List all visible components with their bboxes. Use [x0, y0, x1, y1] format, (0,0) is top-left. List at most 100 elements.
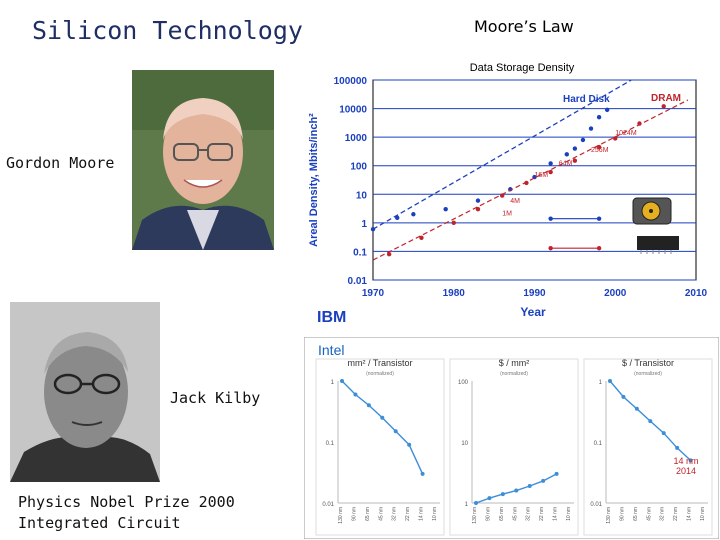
panel-point: [648, 419, 653, 424]
panel-x-tick: 90 nm: [485, 507, 491, 521]
panel-frame: [449, 358, 579, 536]
y-tick-label: 0.1: [353, 247, 367, 258]
panel-x-tick: 14 nm: [553, 507, 559, 521]
hard-disk-point: [548, 161, 553, 166]
panel-x-tick: 45 nm: [646, 507, 652, 521]
gordon-moore-label: Gordon Moore: [6, 154, 115, 172]
panel-y-tick: 0.01: [322, 502, 334, 508]
y-tick-label: 100000: [334, 76, 368, 87]
panel-y-tick: 0.01: [590, 502, 602, 508]
panel-y-tick: 1: [599, 380, 603, 386]
panel-x-tick: 65 nm: [499, 507, 505, 521]
panel-x-tick: 65 nm: [365, 507, 371, 521]
panel-point: [541, 478, 546, 483]
density-annotation: 16M: [535, 172, 549, 179]
panel-note: (normalized): [366, 371, 394, 377]
hard-disk-trend-line: [372, 79, 632, 230]
panel-point: [500, 492, 505, 497]
intel-cost-chart: Intel mm² / Transistor (normalized) 1 0.1 0.…: [304, 337, 719, 539]
panel-point: [487, 496, 492, 501]
y-axis-label: Areal Density, Mbits/inch²: [308, 113, 320, 247]
hard-disk-point: [564, 152, 569, 157]
x-tick-label: 2010: [685, 288, 708, 299]
panel-x-tick: 90 nm: [619, 507, 625, 521]
panel-x-tick: 22 nm: [673, 507, 679, 521]
ibm-logo: IBM: [317, 309, 346, 326]
hard-disk-drive-icon: [632, 197, 672, 225]
panel-point: [340, 379, 344, 383]
panel-point: [661, 431, 666, 436]
hard-disk-point: [580, 137, 586, 143]
jack-kilby-photo: [10, 302, 160, 482]
hard-disk-point: [443, 207, 448, 212]
panel-point: [353, 392, 358, 397]
panel-point: [554, 471, 559, 476]
density-annotation: 64M: [559, 161, 573, 168]
panel-note: (normalized): [634, 371, 662, 377]
dram-point: [613, 136, 618, 141]
dram-point: [572, 158, 578, 163]
hard-disk-point: [572, 146, 578, 151]
hard-disk-point: [395, 215, 400, 221]
panel-y-tick: 0.1: [326, 441, 335, 447]
y-tick-labels: 100000 10000 1000 100 10 1 0.1 0.01: [334, 76, 368, 287]
panel-x-tick: 65 nm: [633, 507, 639, 521]
x-tick-label: 1990: [523, 288, 546, 299]
14nm-label: 14 nm: [673, 456, 698, 466]
x-tick-label: 2000: [604, 288, 627, 299]
hard-disk-point: [596, 114, 602, 120]
panel-y-tick: 10: [461, 441, 468, 447]
dram-point: [548, 169, 553, 175]
flat-line-point: [548, 245, 553, 251]
flat-line-point: [548, 216, 553, 221]
panel-title: $ / mm²: [499, 358, 530, 368]
panel-point: [688, 458, 693, 463]
panel-x-tick: 32 nm: [392, 507, 398, 521]
flat-line-point: [596, 245, 602, 251]
panel-note: (normalized): [500, 371, 528, 377]
moores-law-heading: Moore’s Law: [474, 17, 574, 36]
jack-kilby-label: Jack Kilby: [170, 389, 261, 407]
series-group: [370, 79, 689, 261]
dram-point: [419, 235, 424, 240]
panel-y-tick: 1: [331, 380, 335, 386]
slide-title: Silicon Technology: [32, 16, 303, 45]
integrated-circuit-line: Integrated Circuit: [18, 514, 181, 532]
storage-density-chart: Data Storage Density 1000001000010001001…: [303, 50, 718, 330]
panel-point: [380, 415, 385, 420]
hard-disk-point: [370, 226, 376, 232]
panel-y-tick: 100: [458, 380, 469, 386]
panel-point: [675, 445, 680, 450]
y-tick-label: 100: [350, 162, 367, 173]
panel-point: [474, 501, 478, 505]
dram-point: [451, 220, 456, 226]
panel-x-tick: 45 nm: [378, 507, 384, 521]
panel-x-tick: 130 nm: [606, 507, 612, 524]
panel-y-tick: 0.1: [594, 441, 603, 447]
hard-disk-point: [604, 107, 610, 113]
panel-x-tick: 90 nm: [351, 507, 357, 521]
panel-x-tick: 22 nm: [539, 507, 545, 521]
x-tick-label: 1970: [362, 288, 385, 299]
panel-title: $ / Transistor: [622, 358, 674, 368]
panel-frame: [315, 358, 445, 536]
panel-x-tick: 130 nm: [338, 507, 344, 524]
panel-x-tick: 10 nm: [566, 507, 572, 521]
panel-point: [527, 483, 532, 488]
panel-title: mm² / Transistor: [347, 358, 412, 368]
panel-point: [393, 429, 398, 434]
dram-legend: DRAM: [651, 93, 681, 104]
dram-trend-line: [372, 99, 689, 261]
density-annotation: 1M: [502, 211, 512, 218]
year-2014-label: 2014: [676, 466, 696, 476]
dram-point: [500, 193, 505, 198]
panel-x-tick: 130 nm: [472, 507, 478, 524]
y-tick-label: 10: [356, 190, 368, 201]
hard-disk-point: [588, 126, 594, 131]
y-tick-label: 1: [361, 219, 367, 230]
panel-point: [634, 406, 639, 411]
panel-point: [621, 394, 626, 399]
dram-point: [524, 180, 529, 186]
x-tick-labels: 1970 1980 1990 2000 2010: [362, 288, 708, 299]
panel-point: [514, 488, 519, 493]
